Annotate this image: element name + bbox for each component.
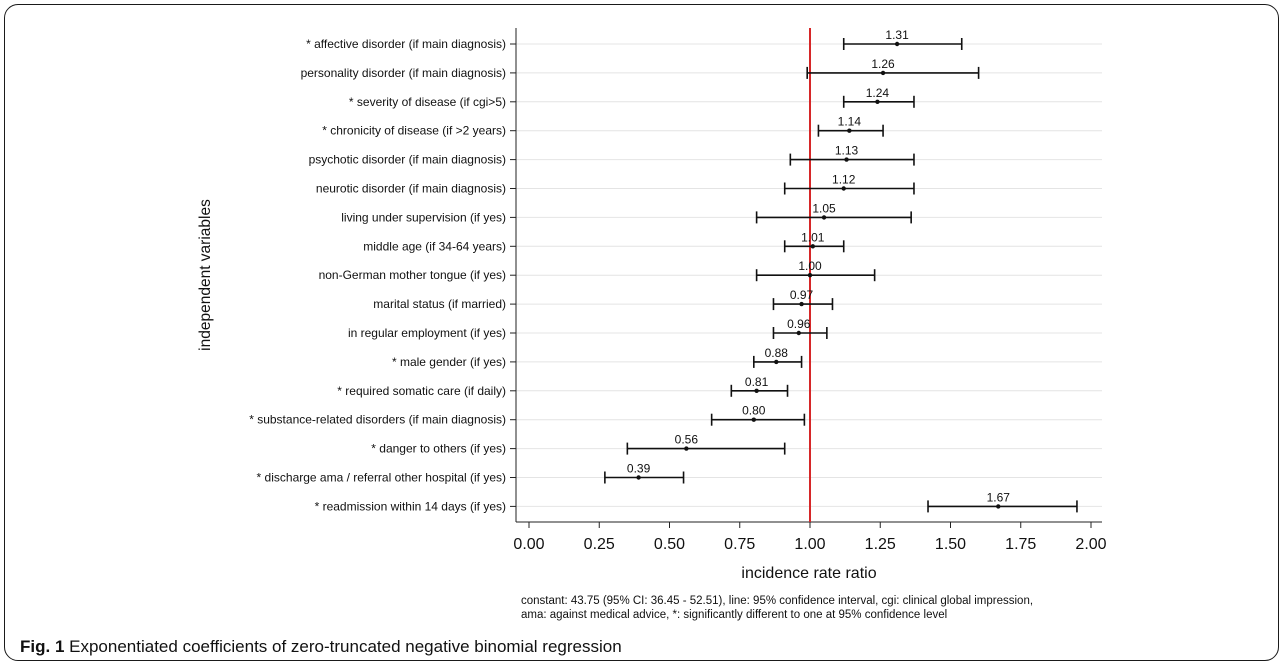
y-tick-label: * required somatic care (if daily): [337, 384, 506, 398]
point-estimate: [807, 273, 813, 278]
y-tick-label: * substance-related disorders (if main d…: [249, 413, 506, 427]
data-label: 0.80: [742, 404, 766, 418]
point-estimate: [894, 41, 900, 47]
y-tick-label: * discharge ama / referral other hospita…: [257, 471, 506, 485]
y-tick-label: * severity of disease (if cgi>5): [349, 95, 506, 109]
y-tick-label: * male gender (if yes): [392, 355, 506, 369]
y-tick-label: psychotic disorder (if main diagnosis): [309, 153, 506, 167]
y-tick-label: living under supervision (if yes): [341, 210, 506, 224]
y-tick-label: * affective disorder (if main diagnosis): [306, 37, 506, 51]
data-label: 0.88: [765, 346, 789, 360]
figure-caption-text: Exponentiated coefficients of zero-trunc…: [69, 637, 622, 656]
data-marks: 1.31 1.26 1.24 1.14 1.13 1.12 1.05 1.01 1.00 0.97…: [604, 28, 1078, 513]
footnote-line-2: ama: against medical advice, *: signific…: [521, 609, 948, 621]
point-estimate: [684, 446, 689, 451]
point-estimate: [880, 70, 886, 76]
data-label: 0.56: [675, 433, 699, 447]
x-tick-label: 0.75: [724, 536, 755, 553]
data-label: 1.13: [835, 144, 859, 158]
data-label: 1.01: [801, 230, 825, 244]
point-estimate: [821, 215, 827, 220]
y-tick-label: neurotic disorder (if main diagnosis): [316, 182, 506, 196]
data-label: 1.31: [885, 28, 909, 42]
x-tick-label: 1.25: [865, 536, 896, 553]
y-tick-label: middle age (if 34-64 years): [363, 239, 506, 253]
x-tick-label: 1.50: [935, 536, 966, 553]
y-tick-label: * chronicity of disease (if >2 years): [322, 124, 506, 138]
point-estimate: [796, 330, 801, 336]
figure-footnote: constant: 43.75 (95% CI: 36.45 - 52.51),…: [521, 594, 1221, 622]
x-tick-label: 0.25: [584, 536, 615, 553]
data-label: 1.12: [832, 173, 856, 187]
x-tick-label: 0.50: [654, 536, 685, 553]
axes: 0.00 0.25 0.50 0.75 1.00 1.25 1.50 1.75 2.00 * af…: [249, 28, 1107, 553]
point-estimate: [751, 417, 756, 422]
data-label: 0.96: [787, 317, 811, 331]
point-estimate: [754, 388, 759, 393]
point-estimate: [847, 128, 852, 133]
point-estimate: [810, 244, 816, 249]
point-estimate: [996, 504, 1001, 509]
y-tick-label: * readmission within 14 days (if yes): [315, 499, 506, 513]
figure-frame: [4, 4, 1279, 661]
y-tick-label: in regular employment (if yes): [348, 326, 506, 340]
data-label: 0.39: [627, 462, 651, 476]
figure-caption: Fig. 1 Exponentiated coefficients of zer…: [20, 637, 622, 657]
point-estimate: [799, 301, 804, 307]
data-label: 0.81: [745, 375, 769, 389]
figure-label: Fig. 1: [20, 637, 65, 656]
footnote-line-1: constant: 43.75 (95% CI: 36.45 - 52.51),…: [521, 595, 1034, 607]
data-label: 0.97: [790, 288, 814, 302]
data-label: 1.00: [798, 259, 822, 273]
y-tick-label: marital status (if married): [373, 297, 506, 311]
x-axis-label: incidence rate ratio: [741, 565, 876, 582]
data-label: 1.67: [987, 490, 1011, 504]
point-estimate: [636, 475, 641, 480]
y-tick-label: * danger to others (if yes): [371, 442, 506, 456]
x-tick-label: 1.75: [1005, 536, 1036, 553]
y-tick-label: personality disorder (if main diagnosis): [301, 66, 506, 80]
y-axis-label: independent variables: [197, 199, 214, 351]
x-tick-label: 0.00: [513, 536, 544, 553]
data-label: 1.05: [812, 201, 836, 215]
data-label: 1.14: [838, 115, 862, 129]
data-label: 1.26: [871, 57, 895, 71]
data-label: 1.24: [866, 86, 890, 100]
y-tick-label: non-German mother tongue (if yes): [319, 268, 506, 282]
x-tick-label: 1.00: [794, 536, 825, 553]
x-tick-label: 2.00: [1075, 536, 1106, 553]
point-estimate: [774, 359, 779, 365]
point-estimate: [875, 99, 880, 105]
point-estimate: [841, 186, 846, 191]
point-estimate: [844, 157, 849, 162]
